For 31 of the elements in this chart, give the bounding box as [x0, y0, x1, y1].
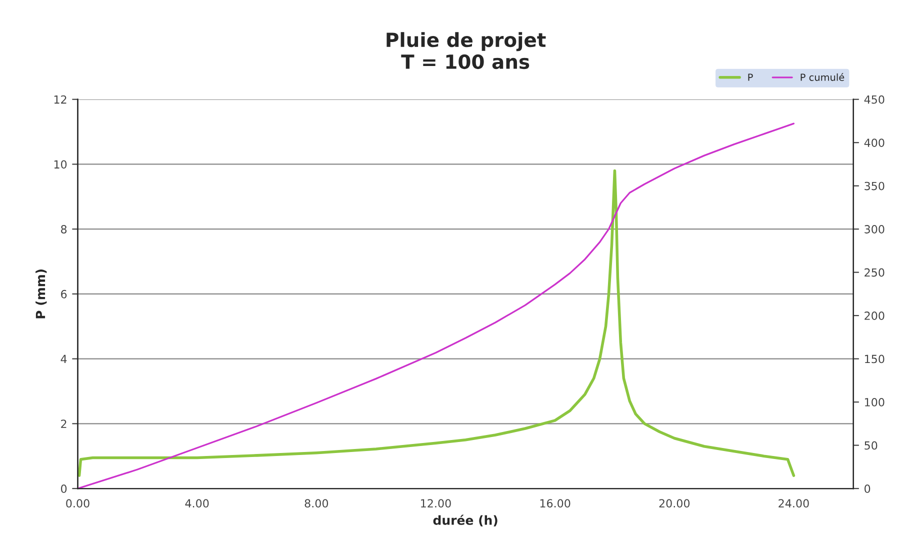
x-tick-label: 8.00 [304, 499, 328, 508]
y2-tick-label: 100 [865, 398, 884, 406]
y2-tick-label: 400 [864, 138, 884, 147]
x-tick-label: 16.00 [540, 499, 570, 508]
line-series [78, 122, 795, 489]
y2-tick-label: 350 [864, 182, 884, 190]
y-tick-label: 12 [54, 95, 66, 104]
x-axis-title: durée (h) [433, 514, 498, 526]
y-axis-title: P (mm) [36, 270, 47, 318]
y-tick-label: 6 [61, 290, 67, 298]
y2-tick-label: 50 [864, 441, 878, 450]
y2-tick-label: 200 [864, 312, 884, 320]
x-tick-label: 12.00 [421, 499, 451, 508]
y2-tick-label: 250 [864, 268, 884, 277]
x-tick-label: 4.00 [185, 499, 209, 508]
y-tick-label: 8 [61, 225, 67, 234]
legend-label: P [748, 74, 753, 81]
x-tick-label: 0.00 [66, 499, 90, 508]
y-tick-label: 4 [60, 354, 67, 364]
legend-label: P cumulé [800, 73, 844, 81]
x-tick-label: 24.00 [778, 499, 809, 508]
y2-tick-label: 300 [864, 225, 884, 234]
y2-tick-label: 450 [864, 95, 884, 104]
y2-tick-label: 150 [865, 354, 884, 364]
chart-title: Pluie de projet T = 100 ans [386, 32, 546, 70]
y2-tick-label: 0 [864, 484, 870, 493]
y-tick-label: 0 [60, 484, 67, 493]
line-series [78, 169, 796, 477]
x-tick-label: 20.00 [659, 499, 690, 508]
y-tick-label: 10 [54, 160, 67, 169]
y-tick-label: 2 [61, 420, 66, 428]
